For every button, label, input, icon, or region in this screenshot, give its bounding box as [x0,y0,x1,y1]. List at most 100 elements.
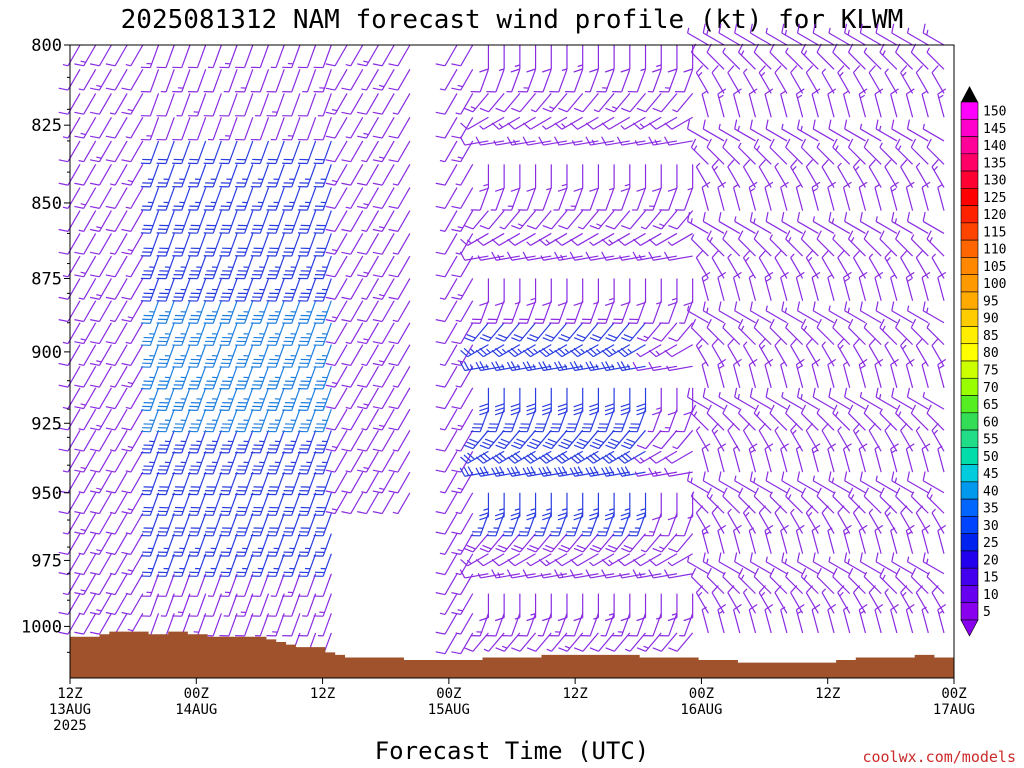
wind-barb [223,69,238,93]
wind-barb [90,450,112,473]
wind-barb [219,164,238,188]
wind-barb [905,88,915,118]
colorbar-legend: 1501451401351301251201151101051009590858… [960,86,1006,637]
wind-barb [844,552,866,575]
wind-barb [765,305,788,324]
wind-barb [875,552,898,575]
wind-barb [847,318,866,346]
wind-barb [785,47,804,70]
wind-barb [910,234,929,257]
wind-barb [372,233,395,255]
wind-barb [522,116,552,130]
wind-barb [533,69,552,93]
wind-barb [616,466,646,477]
wind-barb [816,142,835,165]
wind-barb [648,467,678,477]
wind-barb [235,117,254,141]
wind-barb [922,391,945,410]
wind-barb [765,556,788,575]
wind-barb [612,69,631,93]
wind-barb [727,585,741,614]
wind-barb [621,210,646,230]
wind-barb [313,553,332,577]
wind-barb [219,117,238,141]
colorbar-label: 35 [983,502,999,517]
wind-barb [937,271,947,301]
wind-barb [774,65,788,94]
colorbar-label: 70 [983,381,999,396]
wind-barb [250,513,270,537]
wind-barb [502,408,521,433]
wind-barb [664,344,693,358]
colorbar-swatch [960,308,979,327]
wind-barb [207,44,222,69]
colorbar-label: 105 [983,260,1006,275]
wind-barb [372,471,395,494]
wind-barb [722,138,741,165]
wind-barb [538,450,568,464]
wind-barb [648,344,678,358]
wind-barb [558,93,584,113]
wind-barb [852,505,866,534]
wind-barb [297,322,317,346]
wind-barb [900,505,914,534]
wind-barb [140,573,160,597]
wind-barb [460,116,489,130]
wind-barb [187,387,207,411]
wind-barb [140,553,160,577]
wind-barb [297,44,317,69]
wind-barb [187,44,207,69]
wind-barb [937,184,945,211]
wind-barb [361,69,379,91]
wind-barb [439,210,458,232]
wind-barb [203,533,222,557]
wind-barb [604,278,615,307]
wind-barb [439,344,458,367]
wind-barb [250,593,270,617]
wind-barb [879,567,898,595]
wind-barb [540,572,568,579]
wind-barb [105,116,128,139]
wind-barb [479,164,490,192]
wind-barb [172,255,191,280]
wind-barb [109,366,128,388]
wind-barb [313,533,332,557]
wind-barb [765,27,788,46]
wind-barb [737,142,756,165]
wind-barb [235,366,254,390]
wind-barb [900,585,914,614]
wind-barb [435,387,458,410]
wind-barb [187,430,207,454]
wind-barb [742,68,757,94]
wind-barb [392,233,411,255]
wind-barb [479,533,505,553]
wind-barb [780,181,789,211]
wind-barb [859,23,882,46]
wind-barb [219,533,238,557]
wind-barb [187,69,207,93]
wind-barb [781,471,803,494]
wind-barb [580,513,599,537]
wind-barb [931,585,945,614]
wind-barb [695,505,709,534]
wind-barb [573,533,599,553]
wind-barb [388,322,411,345]
wind-barb [790,508,804,534]
wind-barb [90,471,112,494]
wind-barb [905,181,915,211]
wind-barb [392,430,411,452]
wind-barb [652,210,678,230]
wind-barb [718,471,741,494]
wind-barb [805,338,819,367]
wind-barb [78,533,97,555]
wind-barb [499,210,521,230]
wind-barb [90,344,112,367]
wind-barb [812,23,835,46]
wind-barb [140,344,160,368]
wind-barb [891,552,913,575]
wind-barb [748,358,758,388]
wind-barb [695,426,709,452]
wind-barb [459,361,489,372]
wind-barb [558,632,584,652]
wind-barb [266,471,285,496]
